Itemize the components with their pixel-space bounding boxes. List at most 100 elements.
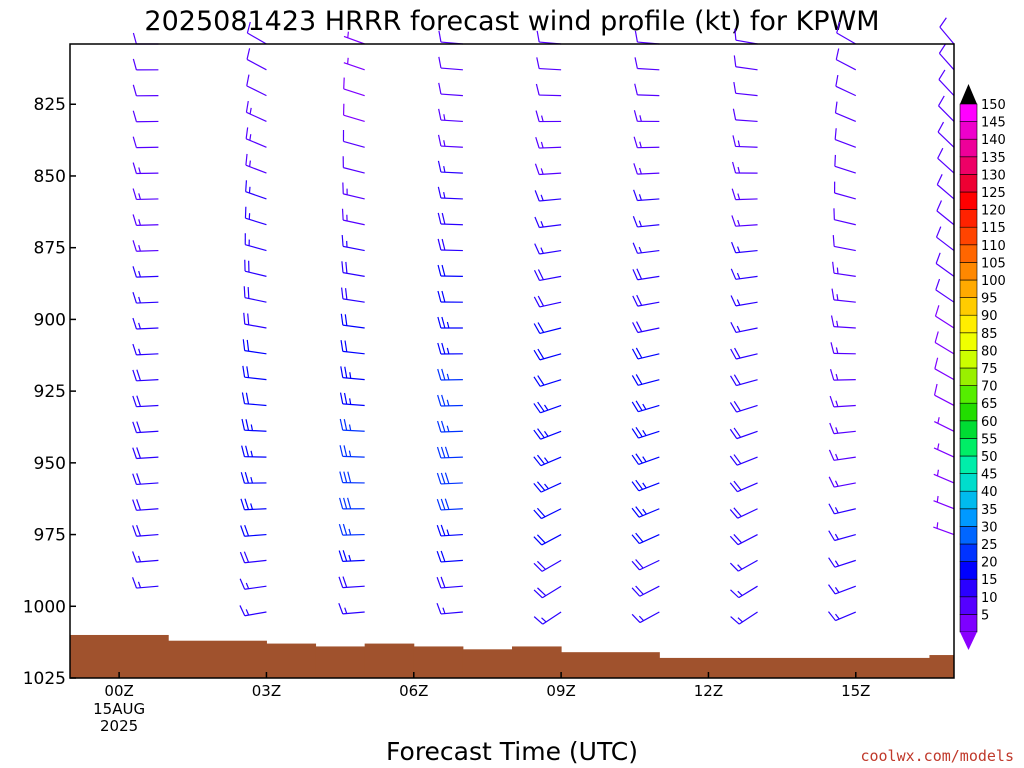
wind-barb (342, 103, 365, 123)
wind-barb (533, 401, 562, 414)
wind-barb (936, 200, 955, 226)
barb-flag (339, 392, 344, 404)
wind-barb (339, 418, 365, 432)
barb-flag (937, 147, 944, 159)
barb-staff (342, 403, 365, 407)
barb-flag (343, 419, 348, 431)
wind-barb (242, 365, 267, 381)
barb-flag (734, 28, 737, 41)
wind-barb (937, 121, 955, 148)
wind-barb (437, 186, 463, 200)
colorbar-label: 80 (981, 344, 998, 359)
x-tick-label: 00Z (104, 682, 133, 700)
wind-barb (340, 340, 365, 355)
barb-staff (540, 404, 562, 414)
colorbar-swatch (959, 596, 978, 615)
barb-flag (437, 134, 442, 147)
wind-barb (533, 507, 562, 520)
colorbar-swatch (959, 455, 978, 474)
wind-barb (933, 383, 955, 406)
barb-flag (733, 507, 742, 517)
chart-title: 2025081423 HRRR forecast wind profile (k… (144, 6, 879, 37)
barb-flag (136, 524, 142, 537)
barb-flag (441, 368, 446, 381)
barb-flag (633, 110, 638, 122)
barb-flag (632, 216, 639, 228)
colorbar-swatch (959, 578, 978, 598)
wind-barb (933, 469, 955, 484)
barb-flag (239, 578, 246, 590)
wind-barb (244, 259, 267, 277)
wind-barb (240, 524, 267, 537)
barb-flag (835, 74, 839, 87)
wind-barb (535, 136, 562, 149)
barb-staff (440, 197, 463, 200)
barb-staff (246, 111, 267, 123)
barb-half-flag (835, 400, 839, 407)
barb-flag (440, 498, 446, 510)
wind-barb (939, 17, 955, 45)
barb-flag (536, 57, 540, 69)
barb-half-flag (642, 508, 647, 515)
y-axis: 825 850 875 900 925 950 975 1000 1025 (23, 95, 76, 689)
barb-flag (437, 316, 442, 329)
barb-flag (730, 616, 740, 625)
barb-half-flag (736, 299, 741, 306)
barb-staff (738, 611, 758, 625)
colorbar-label: 5 (981, 608, 989, 623)
barb-flag (132, 421, 138, 433)
barb-staff (440, 119, 463, 123)
wind-barb (533, 295, 562, 308)
wind-barb (436, 524, 463, 537)
wind-barb (829, 369, 856, 381)
barb-flag (136, 473, 142, 485)
barb-flag (342, 550, 348, 562)
barb-half-flag (834, 533, 839, 540)
y-tick-label: 900 (34, 310, 66, 330)
barb-flag (436, 446, 442, 459)
barb-flag (533, 589, 543, 599)
wind-barb (633, 110, 660, 123)
colorbar-swatch (959, 473, 978, 492)
barb-flag (132, 214, 137, 226)
barb-staff (342, 377, 365, 381)
barb-flag (345, 261, 348, 274)
barb-half-flag (349, 372, 352, 379)
barb-staff (736, 430, 758, 440)
wind-barb (933, 522, 955, 536)
barb-half-flag (639, 167, 642, 175)
wind-barb (339, 445, 365, 458)
colorbar-label: 140 (981, 133, 1006, 148)
wind-barb (245, 153, 267, 174)
x-tick-label: 15Z (841, 682, 870, 700)
wind-barb (341, 287, 365, 303)
wind-barb (436, 550, 463, 563)
barb-staff (342, 245, 365, 252)
barb-flag (437, 212, 442, 225)
barb-flag (633, 136, 638, 148)
wind-barb (240, 498, 267, 511)
barb-staff (342, 298, 365, 303)
barb-staff (638, 430, 660, 439)
barb-half-flag (138, 270, 141, 278)
barb-half-flag (638, 615, 644, 622)
barb-staff (542, 611, 562, 625)
wind-barb (533, 428, 562, 440)
barb-flag (239, 551, 246, 563)
colorbar-label: 115 (981, 221, 1006, 236)
barb-flag (634, 57, 638, 69)
barb-staff (343, 167, 365, 174)
colorbar-swatch (959, 543, 978, 562)
barb-staff (935, 289, 955, 303)
colorbar-label: 125 (981, 186, 1006, 201)
barb-staff (245, 138, 267, 148)
wind-barb (633, 163, 660, 175)
wind-barb (243, 312, 267, 329)
barb-staff (639, 585, 660, 597)
barb-flag (440, 550, 446, 562)
wind-barb (342, 182, 365, 200)
wind-barb (436, 446, 463, 459)
barb-flag (730, 375, 737, 386)
ground-segment (266, 643, 317, 678)
